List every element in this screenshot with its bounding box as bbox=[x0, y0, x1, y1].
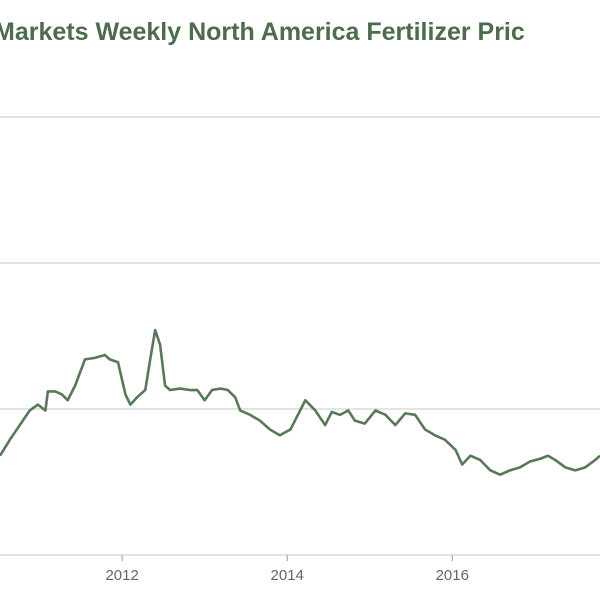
x-tick-label: 2014 bbox=[271, 567, 304, 584]
chart-title: Markets Weekly North America Fertilizer … bbox=[0, 18, 525, 46]
x-tick-label: 2012 bbox=[105, 567, 138, 584]
series-line bbox=[0, 328, 600, 476]
x-tick-label: 2016 bbox=[436, 567, 469, 584]
